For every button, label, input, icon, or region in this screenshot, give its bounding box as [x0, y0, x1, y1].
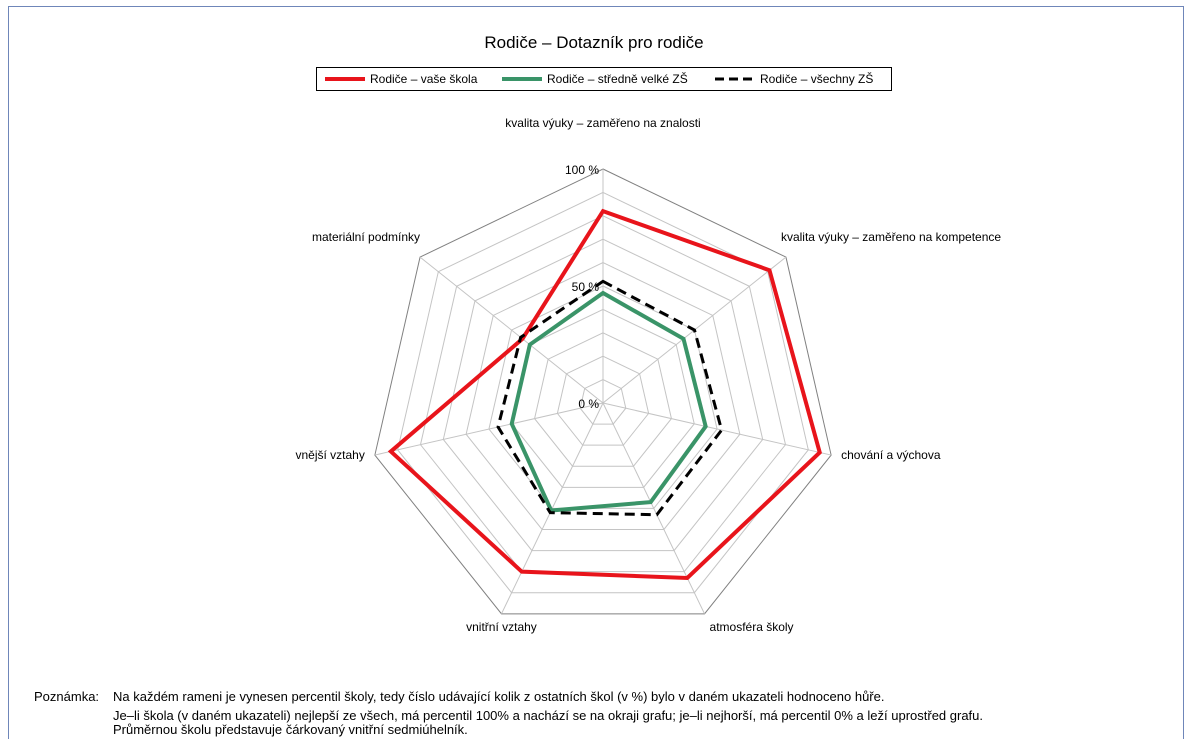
- series-line-2: [509, 290, 708, 513]
- series-line-1: [387, 208, 822, 581]
- legend-label-school: Rodiče – vaše škola: [370, 72, 478, 86]
- chart-title: Rodiče – Dotazník pro rodiče: [484, 33, 704, 52]
- chart-legend: Rodiče – vaše škola Rodiče – středně vel…: [316, 67, 892, 91]
- axis-label: materiální podmínky: [312, 230, 420, 244]
- chart-frame: [8, 6, 1184, 739]
- legend-swatch-school: [325, 77, 365, 81]
- tick-label: 100 %: [565, 163, 599, 177]
- grid-spoke: [419, 256, 604, 404]
- grid-ring: [419, 215, 787, 573]
- grid-ring: [374, 168, 832, 615]
- legend-label-all: Rodiče – všechny ZŠ: [760, 72, 874, 86]
- grid-ring: [397, 191, 809, 594]
- series-line-3: [496, 279, 724, 517]
- tick-label: 50 %: [572, 280, 600, 294]
- grid-ring: [442, 238, 764, 552]
- axis-label: chování a výchova: [841, 448, 941, 462]
- grid-ring: [556, 355, 650, 446]
- note-line-3: Průměrnou školu představuje čárkovaný vn…: [113, 722, 468, 737]
- legend-item-school: Rodiče – vaše škola: [323, 68, 477, 90]
- note-line-2: Je–li škola (v daném ukazateli) nejlepší…: [113, 708, 984, 723]
- grid-spoke: [374, 402, 604, 456]
- note-line-1: Na každém rameni je vynesen percentil šk…: [113, 689, 885, 704]
- axis-label: kvalita výuky – zaměřeno na kompetence: [781, 230, 1001, 244]
- tick-label: 0 %: [578, 397, 599, 411]
- grid-ring: [579, 379, 627, 425]
- axis-label: vnější vztahy: [295, 448, 364, 462]
- grid-ring: [465, 262, 741, 530]
- axis-label: kvalita výuky – zaměřeno na znalosti: [505, 116, 700, 130]
- grid-ring: [534, 332, 672, 467]
- legend-item-all: Rodiče – všechny ZŠ: [713, 68, 873, 90]
- axis-label: atmosféra školy: [710, 620, 794, 634]
- axis-label: vnitřní vztahy: [466, 620, 537, 634]
- legend-swatch-medium: [502, 77, 542, 81]
- grid-spoke: [602, 402, 832, 456]
- note-label: Poznámka:: [34, 689, 100, 704]
- legend-swatch-all: [715, 77, 755, 81]
- legend-item-medium: Rodiče – středně velké ZŠ: [500, 68, 688, 90]
- legend-label-medium: Rodiče – středně velké ZŠ: [547, 72, 688, 86]
